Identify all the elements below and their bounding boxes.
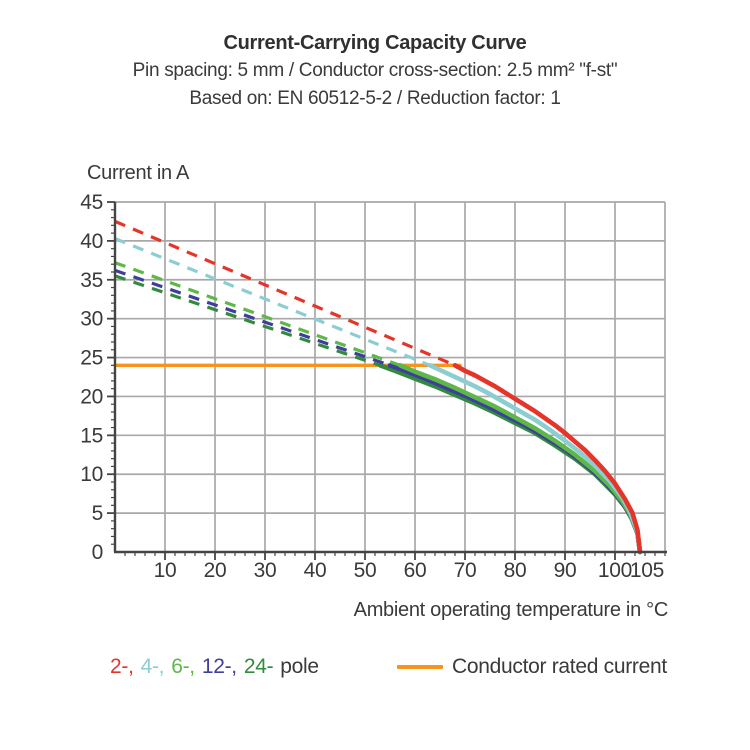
chart-subtitle-standard: Based on: EN 60512-5-2 / Reduction facto…	[189, 88, 561, 109]
curve-4-pole	[114, 237, 643, 555]
y-tick-label: 45	[80, 191, 103, 214]
legend-pole-suffix: pole	[280, 655, 319, 678]
legend-item-24-pole: 24-	[243, 655, 274, 678]
curve-2-pole	[114, 219, 643, 555]
legend-item-6-pole: 6-,	[171, 655, 195, 678]
x-tick-label: 40	[304, 559, 327, 582]
y-tick-label: 20	[80, 385, 103, 408]
legend-item-12-pole: 12-,	[201, 655, 237, 678]
y-tick-labels: 0 5 10 15 20 25 30 35 40 45	[80, 191, 103, 564]
y-tick-label: 40	[80, 230, 103, 253]
legend-item-2-pole: 2-,	[110, 655, 134, 678]
x-tick-label: 30	[254, 559, 277, 582]
legend-pole-counts: 2-, 4-, 6-, 12-, 24- pole	[110, 655, 326, 679]
x-tick-label: 70	[454, 559, 477, 582]
y-tick-label: 0	[92, 541, 103, 564]
curve-24-pole	[114, 274, 643, 555]
x-tick-label: 80	[504, 559, 527, 582]
curve-6-pole	[114, 261, 643, 555]
x-tick-label: 60	[404, 559, 427, 582]
x-tick-label: 105	[630, 559, 664, 582]
chart-subtitle-spec: Pin spacing: 5 mm / Conductor cross-sect…	[132, 60, 618, 81]
y-tick-label: 35	[80, 269, 103, 292]
legend-rated-current: Conductor rated current	[397, 655, 667, 679]
rated-current-label: Conductor rated current	[452, 655, 667, 678]
x-tick-label: 10	[154, 559, 177, 582]
curve-12-pole	[114, 268, 643, 555]
gridlines	[115, 201, 666, 552]
chart-title: Current-Carrying Capacity Curve	[223, 32, 527, 54]
x-tick-label: 100	[598, 559, 632, 582]
chart-header: Current-Carrying Capacity Curve Pin spac…	[0, 29, 750, 113]
x-tick-label: 90	[554, 559, 577, 582]
y-tick-label: 30	[80, 308, 103, 331]
y-axis-title: Current in A	[87, 162, 190, 184]
x-tick-label: 50	[354, 559, 377, 582]
axis-ticks	[107, 201, 666, 560]
x-axis-title: Ambient operating temperature in °C	[353, 599, 669, 621]
x-tick-label: 20	[204, 559, 227, 582]
legend-item-4-pole: 4-,	[140, 655, 165, 678]
y-tick-label: 15	[80, 424, 103, 447]
y-tick-label: 10	[80, 463, 103, 486]
y-tick-label: 25	[80, 347, 103, 370]
y-tick-label: 5	[92, 502, 103, 525]
capacity-curves	[114, 219, 643, 555]
rated-current-line-swatch	[397, 665, 443, 669]
